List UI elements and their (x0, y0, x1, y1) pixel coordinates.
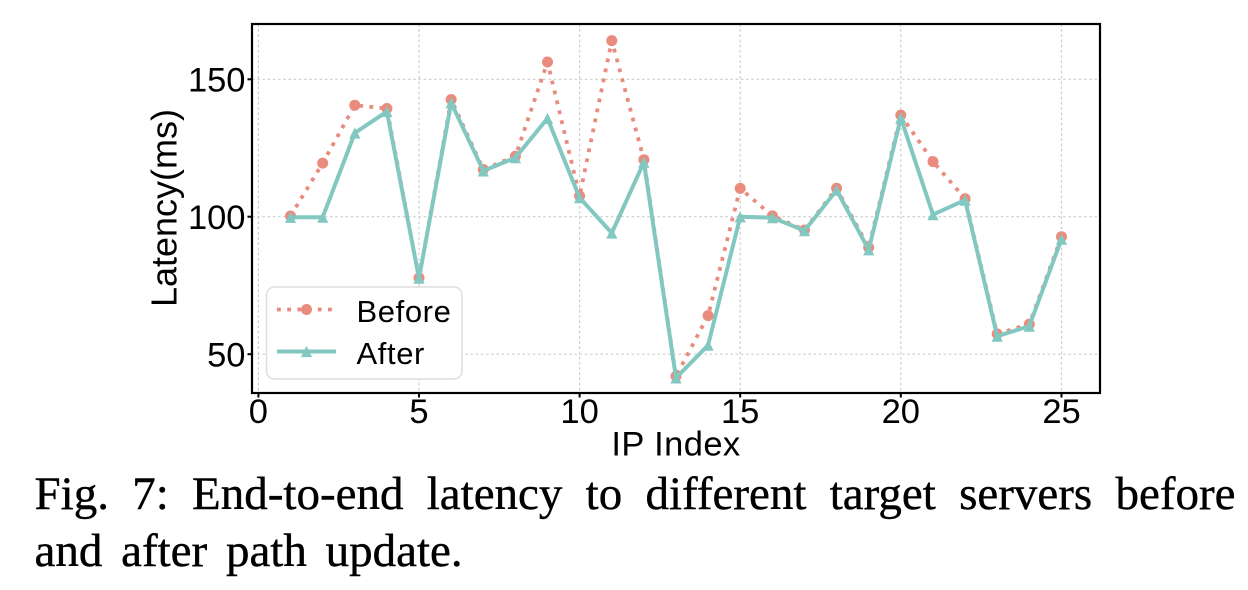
svg-text:10: 10 (560, 393, 598, 431)
svg-text:20: 20 (882, 393, 920, 431)
svg-text:15: 15 (721, 393, 759, 431)
svg-text:150: 150 (188, 62, 246, 100)
svg-text:After: After (357, 336, 425, 371)
svg-text:0: 0 (249, 393, 268, 431)
svg-text:25: 25 (1042, 393, 1080, 431)
svg-text:5: 5 (409, 393, 428, 431)
svg-text:100: 100 (188, 199, 246, 237)
svg-text:Before: Before (357, 294, 452, 329)
svg-text:50: 50 (207, 336, 245, 374)
svg-text:IP Index: IP Index (611, 426, 740, 461)
svg-text:Latency(ms): Latency(ms) (144, 109, 185, 307)
